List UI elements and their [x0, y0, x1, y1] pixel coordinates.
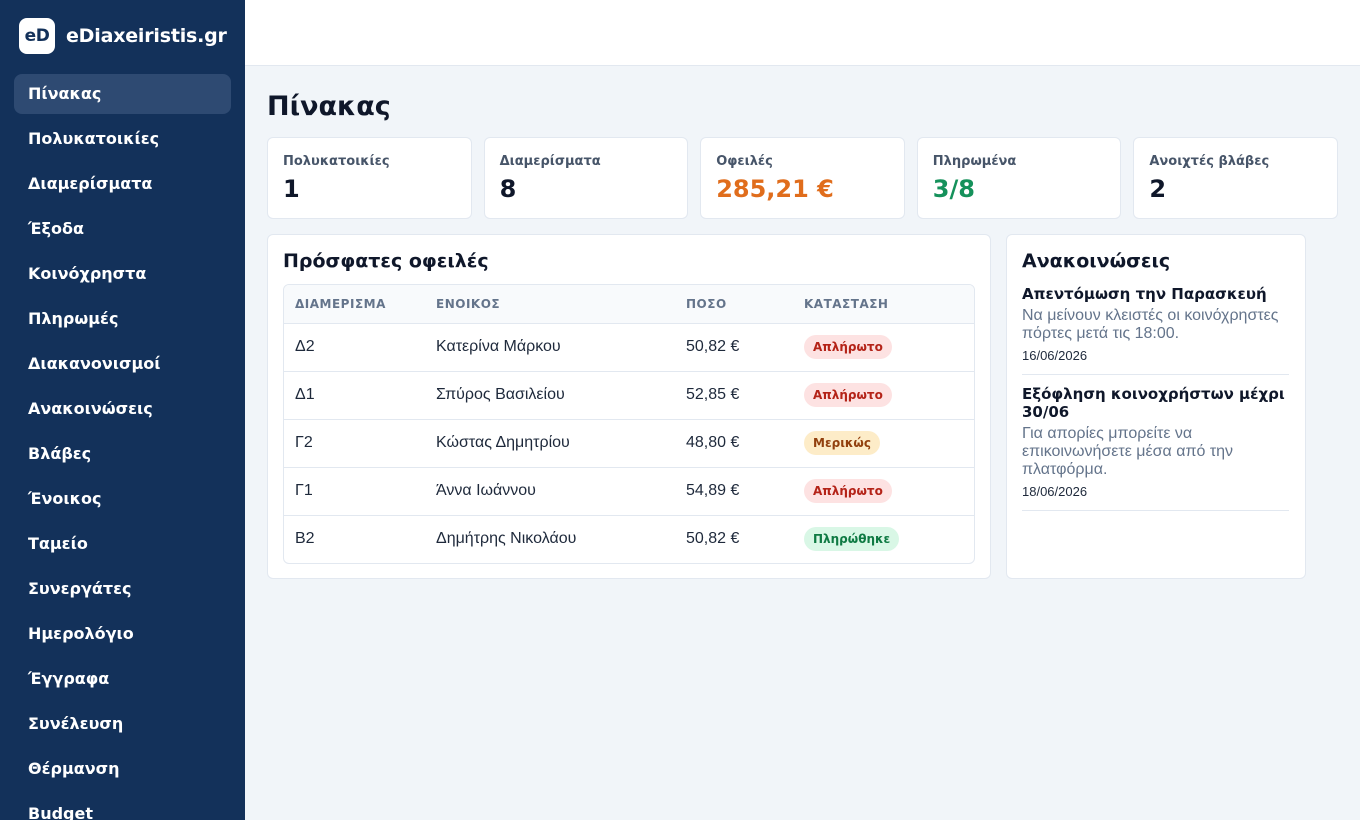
stat-card-debts: Οφειλές 285,21 € [700, 137, 905, 219]
status-badge: Πληρώθηκε [804, 527, 900, 552]
stat-value: 8 [499, 175, 517, 203]
table-row[interactable]: Γ1 Άννα Ιωάννου 54,89 € Απλήρωτο [284, 467, 974, 516]
sidebar-item-announcements[interactable]: Ανακοινώσεις [28, 399, 153, 418]
cell-status: Απλήρωτο [804, 323, 974, 372]
sidebar-item-tenant[interactable]: Ένοικος [28, 489, 102, 508]
column-header-apartment: ΔΙΑΜΕΡΙΣΜΑ [284, 285, 436, 324]
cell-amount: 50,82 € [686, 323, 804, 372]
status-badge: Μερικώς [804, 431, 880, 455]
sidebar-item-partners[interactable]: Συνεργάτες [28, 579, 132, 598]
stat-label: Πληρωμένα [932, 154, 1017, 169]
cell-amount: 54,89 € [686, 467, 804, 516]
announcement-title: Απεντόμωση την Παρασκευή [1022, 285, 1267, 303]
announcement-date: 16/06/2026 [1022, 348, 1088, 363]
announcement-body: Να μείνουν κλειστές οι κοινόχρηστες πόρτ… [1022, 307, 1279, 342]
debts-table-wrapper: ΔΙΑΜΕΡΙΣΜΑ ΕΝΟΙΚΟΣ ΠΟΣΟ ΚΑΤΑΣΤΑΣΗ Δ2 Κατ… [283, 284, 975, 564]
announcements-list: Απεντόμωση την Παρασκευή Να μείνουν κλει… [1022, 285, 1289, 511]
announcement-title: Εξόφληση κοινοχρήστων μέχρι 30/06 [1022, 385, 1285, 421]
column-header-amount: ΠΟΣΟ [686, 285, 804, 324]
column-header-status: ΚΑΤΑΣΤΑΣΗ [804, 285, 974, 324]
stats-row: Πολυκατοικίες 1 Διαμερίσματα 8 Οφειλές 2… [267, 137, 1338, 219]
cell-tenant: Κώστας Δημητρίου [436, 419, 686, 468]
cell-apartment: Β2 [295, 530, 315, 548]
announcement-item[interactable]: Εξόφληση κοινοχρήστων μέχρι 30/06 Για απ… [1022, 375, 1289, 511]
stat-card-apartments: Διαμερίσματα 8 [483, 137, 689, 219]
status-badge: Απλήρωτο [804, 479, 892, 503]
announcement-body: Για απορίες μπορείτε να επικοινωνήσετε μ… [1022, 425, 1234, 478]
cell-amount: 48,80 € [686, 419, 804, 468]
table-row[interactable]: Γ2 Κώστας Δημητρίου 48,80 € Μερικώς [284, 419, 974, 468]
announcement-date: 18/06/2026 [1022, 484, 1088, 499]
sidebar-item-treasury[interactable]: Ταμείο [28, 534, 88, 553]
stat-label: Οφειλές [716, 154, 773, 169]
cell-status: Πληρώθηκε [804, 515, 974, 563]
stat-value: 3/8 [932, 175, 975, 203]
table-row[interactable]: Δ1 Σπύρος Βασιλείου 52,85 € Απλήρωτο [284, 371, 974, 420]
sidebar-item-common-charges[interactable]: Κοινόχρηστα [28, 264, 147, 283]
cell-amount: 52,85 € [686, 371, 804, 420]
recent-debts-title: Πρόσφατες οφειλές [283, 250, 489, 272]
table-row[interactable]: Δ2 Κατερίνα Μάρκου 50,82 € Απλήρωτο [284, 323, 974, 372]
cell-apartment: Γ2 [284, 419, 436, 468]
cell-amount: 50,82 € [686, 530, 740, 548]
announcement-item[interactable]: Απεντόμωση την Παρασκευή Να μείνουν κλει… [1022, 285, 1289, 375]
stat-label: Πολυκατοικίες [283, 154, 390, 169]
sidebar-item-buildings[interactable]: Πολυκατοικίες [28, 129, 160, 148]
debts-table: ΔΙΑΜΕΡΙΣΜΑ ΕΝΟΙΚΟΣ ΠΟΣΟ ΚΑΤΑΣΤΑΣΗ Δ2 Κατ… [284, 285, 974, 563]
brand[interactable]: eD eDiaxeiristis.gr [0, 0, 245, 72]
announcements-title: Ανακοινώσεις [1022, 250, 1171, 272]
top-bar [245, 0, 1360, 66]
table-row[interactable]: Β2 Δημήτρης Νικολάου 50,82 € Πληρώθηκε [284, 515, 974, 563]
cell-status: Απλήρωτο [804, 467, 974, 516]
sidebar-item-apartments[interactable]: Διαμερίσματα [28, 174, 153, 193]
cell-status: Μερικώς [804, 419, 974, 468]
sidebar-item-assembly[interactable]: Συνέλευση [28, 714, 124, 733]
cell-tenant: Σπύρος Βασιλείου [436, 371, 686, 420]
page-title: Πίνακας [267, 91, 391, 122]
sidebar-item-settlements[interactable]: Διακανονισμοί [28, 354, 161, 373]
cell-apartment: Γ1 [284, 467, 436, 516]
column-header-tenant: ΕΝΟΙΚΟΣ [436, 285, 686, 324]
sidebar-item-dashboard[interactable]: Πίνακας [14, 74, 231, 114]
stat-value: 1 [283, 175, 300, 203]
main-content: Πίνακας Πολυκατοικίες 1 Διαμερίσματα 8 Ο… [245, 66, 1360, 820]
sidebar-item-calendar[interactable]: Ημερολόγιο [28, 624, 134, 643]
stat-card-open-faults: Ανοιχτές βλάβες 2 [1133, 137, 1338, 219]
sidebar-item-payments[interactable]: Πληρωμές [28, 309, 119, 328]
stat-value: 285,21 € [716, 175, 834, 203]
table-header-row: ΔΙΑΜΕΡΙΣΜΑ ΕΝΟΙΚΟΣ ΠΟΣΟ ΚΑΤΑΣΤΑΣΗ [284, 285, 974, 324]
cell-apartment: Δ1 [284, 371, 436, 420]
stat-label: Διαμερίσματα [499, 154, 601, 169]
sidebar-nav: Πίνακας Πολυκατοικίες Διαμερίσματα Έξοδα… [0, 72, 245, 820]
sidebar-item-budget[interactable]: Budget [28, 804, 93, 820]
sidebar-item-expenses[interactable]: Έξοδα [28, 219, 84, 238]
recent-debts-card: Πρόσφατες οφειλές ΔΙΑΜΕΡΙΣΜΑ ΕΝΟΙΚΟΣ ΠΟΣ… [267, 234, 991, 579]
sidebar: eD eDiaxeiristis.gr Πίνακας Πολυκατοικίε… [0, 0, 245, 820]
stat-label: Ανοιχτές βλάβες [1149, 154, 1270, 169]
sidebar-item-faults[interactable]: Βλάβες [28, 444, 92, 463]
stat-card-paid: Πληρωμένα 3/8 [916, 137, 1122, 219]
status-badge: Απλήρωτο [804, 383, 892, 407]
sidebar-item-heating[interactable]: Θέρμανση [28, 759, 120, 778]
content-row: Πρόσφατες οφειλές ΔΙΑΜΕΡΙΣΜΑ ΕΝΟΙΚΟΣ ΠΟΣ… [267, 234, 1338, 579]
cell-tenant: Κατερίνα Μάρκου [436, 323, 686, 372]
status-badge: Απλήρωτο [804, 335, 892, 359]
stat-card-buildings: Πολυκατοικίες 1 [267, 137, 472, 219]
cell-tenant: Δημήτρης Νικολάου [436, 530, 577, 548]
brand-name: eDiaxeiristis.gr [66, 25, 227, 47]
brand-logo: eD [19, 18, 55, 54]
stat-value: 2 [1149, 175, 1167, 203]
cell-tenant: Άννα Ιωάννου [436, 467, 686, 516]
announcements-card: Ανακοινώσεις Απεντόμωση την Παρασκευή Να… [1006, 234, 1306, 579]
cell-status: Απλήρωτο [804, 371, 974, 420]
cell-apartment: Δ2 [284, 323, 436, 372]
sidebar-item-documents[interactable]: Έγγραφα [28, 669, 110, 688]
